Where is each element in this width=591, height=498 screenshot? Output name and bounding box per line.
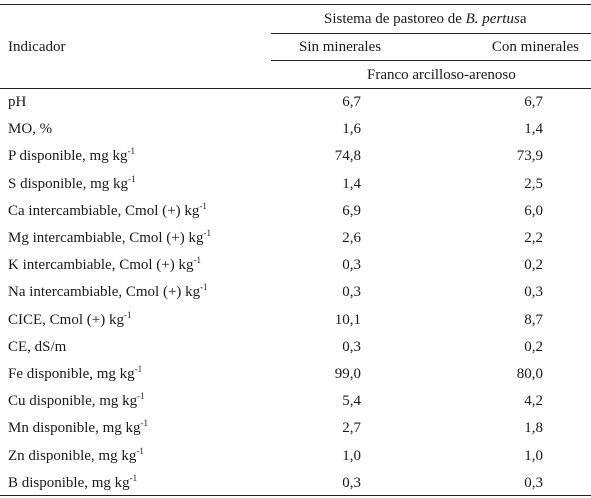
value-con-minerales: 1,8 xyxy=(524,420,543,437)
indicator-text: Mn disponible, mg kg xyxy=(8,420,141,437)
indicator-label: Cu disponible, mg kg-1 xyxy=(8,392,145,410)
indicator-label: Ca intercambiable, Cmol (+) kg-1 xyxy=(8,200,207,220)
value-con-minerales: 0,3 xyxy=(524,474,543,491)
subcolumn-rule xyxy=(271,60,591,61)
value-con-minerales: 2,5 xyxy=(524,175,543,192)
unit-exponent: -1 xyxy=(203,228,212,238)
value-con-minerales: 0,3 xyxy=(524,284,543,301)
value-con-minerales: 1,0 xyxy=(524,447,543,464)
value-sin-minerales: 2,7 xyxy=(342,420,361,437)
value-con-minerales: 6,0 xyxy=(524,202,543,219)
value-con-minerales: 6,7 xyxy=(524,94,543,110)
value-sin-minerales: 6,9 xyxy=(342,202,361,219)
indicator-label: CE, dS/m xyxy=(8,338,66,356)
indicator-header: Indicador xyxy=(8,39,66,55)
soil-texture-header: Franco arcilloso-arenoso xyxy=(367,67,516,83)
value-sin-minerales: 6,7 xyxy=(342,94,361,110)
indicator-text: CICE, Cmol (+) kg xyxy=(8,311,124,328)
indicator-text: Ca intercambiable, Cmol (+) kg xyxy=(8,202,200,219)
indicator-label: Mg intercambiable, Cmol (+) kg-1 xyxy=(8,229,211,247)
value-sin-minerales: 10,1 xyxy=(334,311,361,328)
indicator-text: pH xyxy=(8,94,27,110)
value-sin-minerales: 5,4 xyxy=(342,393,361,410)
indicator-label: MO, % xyxy=(8,120,52,138)
value-sin-minerales: 1,6 xyxy=(342,121,361,138)
unit-exponent: -1 xyxy=(123,309,132,320)
value-con-minerales: 0,2 xyxy=(524,338,543,355)
unit-exponent: -1 xyxy=(129,472,138,483)
indicator-text: MO, % xyxy=(8,121,53,138)
indicator-label: P disponible, mg kg-1 xyxy=(8,147,135,165)
value-sin-minerales: 0,3 xyxy=(342,284,361,301)
value-con-minerales: 73,9 xyxy=(516,148,543,165)
col-con-minerales-header: Con minerales xyxy=(491,39,579,55)
indicator-text: Mg intercambiable, Cmol (+) kg xyxy=(8,230,204,246)
value-con-minerales: 80,0 xyxy=(516,366,543,382)
unit-exponent: -1 xyxy=(200,282,208,293)
unit-exponent: -1 xyxy=(199,200,207,211)
group-rule xyxy=(271,33,591,34)
indicator-text: Cu disponible, mg kg xyxy=(8,393,138,410)
value-con-minerales: 2,2 xyxy=(524,230,543,246)
indicator-label: Mn disponible, mg kg-1 xyxy=(8,419,148,437)
unit-exponent: -1 xyxy=(136,445,144,456)
indicator-text: S disponible, mg kg xyxy=(8,175,129,192)
unit-exponent: -1 xyxy=(127,146,135,157)
value-sin-minerales: 1,4 xyxy=(342,175,361,192)
group-title-prefix: Sistema de pastoreo de xyxy=(324,11,466,27)
value-con-minerales: 8,7 xyxy=(524,311,543,328)
value-sin-minerales: 0,3 xyxy=(342,257,361,274)
unit-exponent: -1 xyxy=(134,364,143,374)
indicator-text: Fe disponible, mg kg xyxy=(8,366,135,382)
unit-exponent: -1 xyxy=(137,391,145,402)
value-con-minerales: 1,4 xyxy=(524,121,543,138)
indicator-label: S disponible, mg kg-1 xyxy=(8,173,136,193)
indicator-text: Zn disponible, mg kg xyxy=(8,447,137,464)
indicator-label: Fe disponible, mg kg-1 xyxy=(8,365,142,383)
group-title-suffix: a xyxy=(519,11,527,27)
indicator-label: Na intercambiable, Cmol (+) kg-1 xyxy=(8,283,208,301)
value-con-minerales: 4,2 xyxy=(524,393,543,410)
header-bottom-rule xyxy=(0,88,591,89)
indicator-text: CE, dS/m xyxy=(8,338,67,355)
indicator-label: B disponible, mg kg-1 xyxy=(8,472,138,492)
indicator-label: pH xyxy=(8,93,26,111)
unit-exponent: -1 xyxy=(193,255,202,266)
top-rule xyxy=(0,4,591,5)
unit-exponent: -1 xyxy=(128,173,136,184)
unit-exponent: -1 xyxy=(140,418,149,429)
value-sin-minerales: 74,8 xyxy=(334,148,361,165)
indicator-label: K intercambiable, Cmol (+) kg-1 xyxy=(8,256,201,274)
group-title-species: B. pertus xyxy=(465,11,520,27)
col-sin-minerales-header: Sin minerales xyxy=(299,39,382,55)
value-sin-minerales: 0,3 xyxy=(342,338,361,355)
indicator-text: P disponible, mg kg xyxy=(8,148,128,165)
group-title: Sistema de pastoreo de B. pertusa xyxy=(324,10,526,28)
indicator-label: Zn disponible, mg kg-1 xyxy=(8,445,144,465)
value-sin-minerales: 0,3 xyxy=(342,474,361,491)
value-sin-minerales: 2,6 xyxy=(342,230,361,246)
value-sin-minerales: 1,0 xyxy=(342,447,361,464)
indicator-text: Na intercambiable, Cmol (+) kg xyxy=(8,284,201,301)
bottom-rule xyxy=(0,495,591,496)
value-sin-minerales: 99,0 xyxy=(334,366,361,382)
indicator-text: B disponible, mg kg xyxy=(8,474,130,491)
value-con-minerales: 0,2 xyxy=(524,257,543,274)
indicator-label: CICE, Cmol (+) kg-1 xyxy=(8,309,132,329)
indicator-text: K intercambiable, Cmol (+) kg xyxy=(8,257,194,274)
